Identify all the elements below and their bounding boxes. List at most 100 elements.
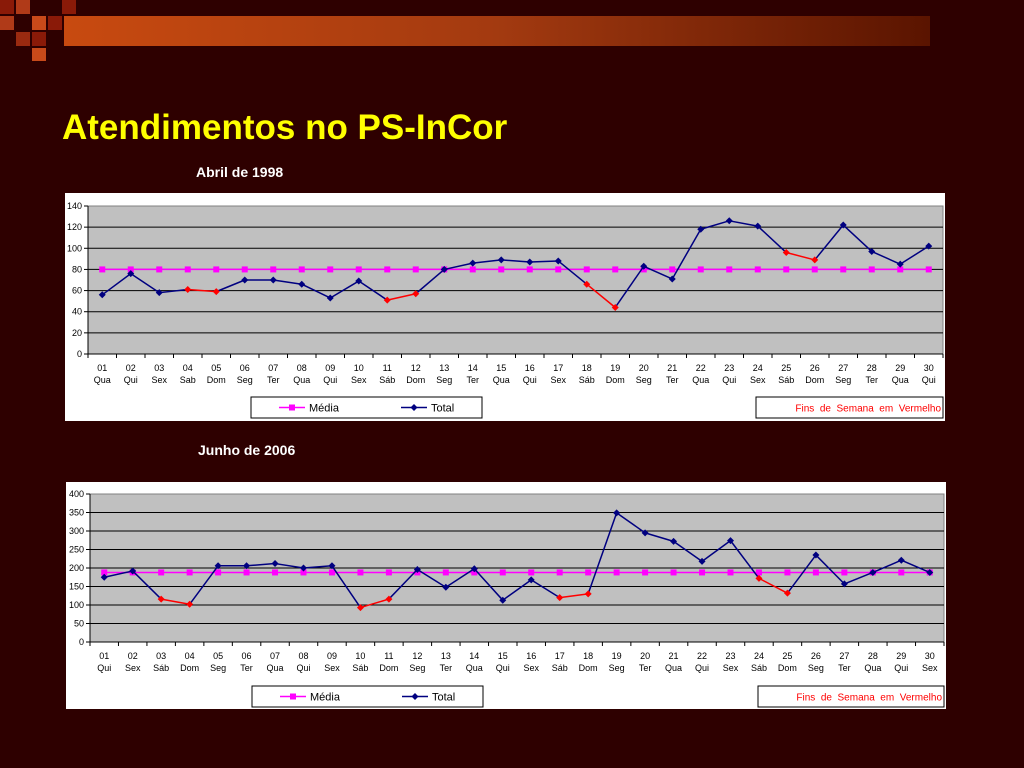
series-segment-total xyxy=(557,260,588,285)
x-tick-label-day: 11 xyxy=(383,363,392,373)
x-tick-label-weekday: Sex xyxy=(125,663,141,673)
x-tick-label-day: 01 xyxy=(97,363,107,373)
point-media xyxy=(811,266,818,273)
x-tick-label-day: 03 xyxy=(154,363,164,373)
point-media xyxy=(868,266,875,273)
x-tick-label-day: 22 xyxy=(697,651,707,661)
point-media xyxy=(583,266,590,273)
point-media xyxy=(897,266,904,273)
point-total-weekend xyxy=(157,595,165,603)
point-total xyxy=(413,565,421,573)
series-segment-total xyxy=(729,220,758,227)
x-tick-label-day: 04 xyxy=(185,651,195,661)
point-media xyxy=(385,569,392,576)
x-tick-label-day: 07 xyxy=(268,363,278,373)
point-total xyxy=(754,222,762,230)
point-total xyxy=(925,242,933,250)
point-media xyxy=(555,266,562,273)
x-tick-label-day: 10 xyxy=(354,363,364,373)
point-total xyxy=(668,275,676,283)
series-segment-total xyxy=(644,532,674,543)
x-tick-label-day: 27 xyxy=(838,363,848,373)
x-tick-label-day: 08 xyxy=(297,363,307,373)
point-total xyxy=(298,280,306,288)
x-tick-label-weekday: Sex xyxy=(550,375,566,385)
x-tick-label-weekday: Sáb xyxy=(579,375,595,385)
point-total xyxy=(526,258,534,266)
x-tick-label-day: 03 xyxy=(156,651,166,661)
point-media xyxy=(184,266,191,273)
series-segment-total xyxy=(872,559,902,574)
point-media xyxy=(327,266,334,273)
series-segment-total xyxy=(132,570,162,600)
point-media xyxy=(300,569,307,576)
point-media xyxy=(471,569,478,576)
x-tick-label-day: 19 xyxy=(610,363,620,373)
series-segment-total xyxy=(815,554,845,585)
point-media xyxy=(272,569,279,576)
x-tick-label-weekday: Dom xyxy=(207,375,226,385)
point-media xyxy=(727,569,734,576)
point-total xyxy=(129,567,137,575)
series-segment-total xyxy=(159,288,188,294)
point-total xyxy=(725,217,733,225)
x-tick-label-day: 18 xyxy=(582,363,592,373)
x-tick-label-weekday: Sáb xyxy=(153,663,169,673)
series-segment-total xyxy=(673,540,703,562)
chart-june-2006: 0 50 100 150 200 250 300 350 400 01 Qui 02 Sex 03 Sáb 0… xyxy=(66,482,946,709)
series-segment-total xyxy=(786,554,817,594)
x-tick-label-day: 29 xyxy=(896,651,906,661)
point-media xyxy=(442,569,449,576)
x-tick-label-weekday: Sex xyxy=(151,375,167,385)
series-segment-total xyxy=(671,228,702,280)
x-tick-label-weekday: Dom xyxy=(180,663,199,673)
x-tick-label-weekday: Dom xyxy=(379,663,398,673)
point-total xyxy=(214,562,222,570)
series-segment-total xyxy=(189,565,219,605)
x-tick-label-day: 15 xyxy=(496,363,506,373)
x-tick-label-weekday: Qua xyxy=(466,663,483,673)
series-segment-total xyxy=(814,224,844,261)
x-tick-label-day: 25 xyxy=(781,363,791,373)
x-tick-label-weekday: Qui xyxy=(722,375,736,385)
y-tick-label: 0 xyxy=(77,349,82,359)
point-total xyxy=(355,277,363,285)
series-segment-total xyxy=(501,259,530,263)
series-segment-total xyxy=(844,571,874,585)
x-tick-label-weekday: Qui xyxy=(296,663,310,673)
weekend-note: Fins de Semana em Vermelho xyxy=(796,693,942,704)
x-tick-label-day: 13 xyxy=(441,651,451,661)
point-total xyxy=(243,562,251,570)
point-total-weekend xyxy=(412,290,420,298)
x-tick-label-weekday: Sex xyxy=(351,375,367,385)
series-segment-total xyxy=(415,268,445,295)
x-tick-label-day: 27 xyxy=(839,651,849,661)
series-segment-total xyxy=(274,562,304,569)
point-total-weekend xyxy=(811,256,819,264)
series-segment-total xyxy=(757,225,787,254)
series-segment-total xyxy=(701,540,731,562)
x-tick-label-weekday: Seg xyxy=(609,663,625,673)
point-media xyxy=(158,569,165,576)
x-tick-label-day: 09 xyxy=(327,651,337,661)
x-tick-label-weekday: Sáb xyxy=(751,663,767,673)
x-tick-label-weekday: Ter xyxy=(666,375,679,385)
point-total xyxy=(641,529,649,537)
y-tick-label: 20 xyxy=(72,328,82,338)
series-segment-total-weekend xyxy=(559,593,589,599)
x-tick-label-weekday: Sáb xyxy=(552,663,568,673)
x-tick-label-day: 09 xyxy=(325,363,335,373)
y-tick-label: 350 xyxy=(69,508,84,518)
x-tick-label-weekday: Qui xyxy=(894,663,908,673)
series-segment-total xyxy=(899,245,930,265)
point-total xyxy=(155,289,163,297)
series-segment-total-weekend xyxy=(187,288,217,293)
series-segment-total xyxy=(587,512,618,595)
x-tick-label-weekday: Dom xyxy=(579,663,598,673)
x-tick-label-weekday: Ter xyxy=(838,663,851,673)
x-tick-label-weekday: Ter xyxy=(267,375,280,385)
x-tick-label-weekday: Sab xyxy=(180,375,196,385)
legend-label-media: Média xyxy=(310,692,341,704)
point-media xyxy=(101,569,108,576)
series-segment-total-weekend xyxy=(786,251,815,261)
